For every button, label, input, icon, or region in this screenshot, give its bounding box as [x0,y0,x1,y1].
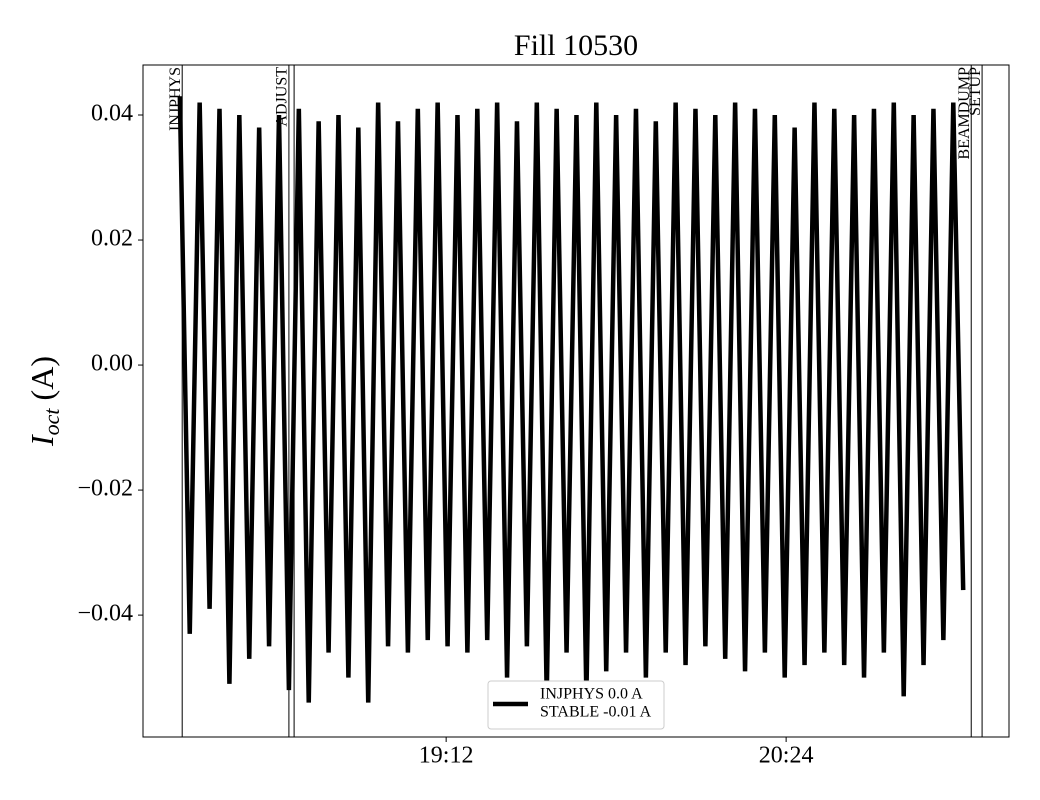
y-tick-label: −0.02 [77,476,133,502]
y-label-unit: (A) [24,356,60,400]
y-tick-label: 0.00 [91,351,133,377]
event-label: INJPHYS [167,67,184,131]
x-tick-label: 19:12 [419,743,474,769]
y-axis-label: Ioct (A) [24,356,64,447]
y-tick-label: 0.02 [91,226,133,252]
event-label: ADJUST [274,67,291,127]
x-tick-label: 20:24 [759,743,814,769]
legend-label: INJPHYS 0.0 A [540,686,643,703]
data-line [177,96,966,703]
plot-area [177,96,966,703]
axes-frame [142,64,1010,738]
y-tick-label: −0.04 [77,601,133,627]
event-label: SETUP [967,67,984,116]
event-label: BEAMDUMP [956,67,973,160]
y-tick-label: 0.04 [91,101,133,127]
legend-label: STABLE -0.01 A [540,704,652,721]
y-label-subscript: oct [39,408,64,436]
y-label-symbol: I [24,434,60,447]
chart-title: Fill 10530 [514,29,638,62]
legend-box [487,680,665,730]
